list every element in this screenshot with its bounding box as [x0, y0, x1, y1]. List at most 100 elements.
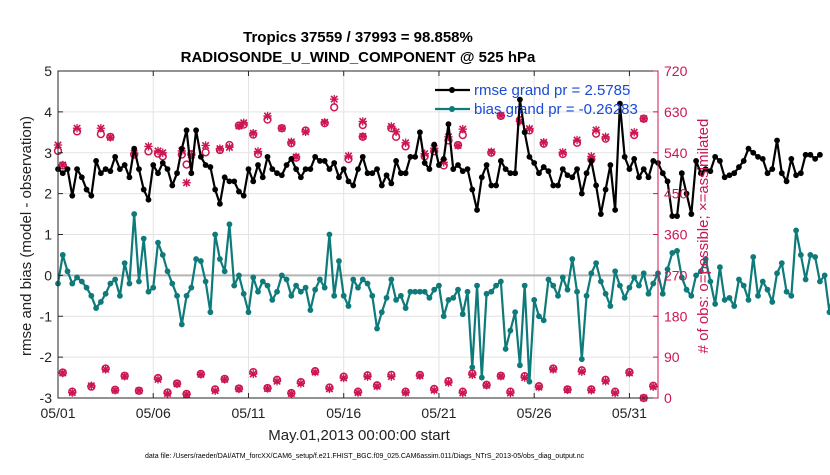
bias-point — [540, 317, 547, 324]
x-axis-label: May.01,2013 00:00:00 start — [268, 427, 450, 444]
bias-point — [269, 297, 276, 303]
obs-assimilated-marker — [468, 370, 477, 380]
bias-point — [355, 284, 361, 291]
rmse-point — [264, 153, 271, 160]
rmse-point — [550, 182, 557, 189]
bias-point — [664, 266, 671, 273]
bias-point — [674, 247, 680, 254]
rmse-point — [159, 160, 166, 166]
obs-assimilated-marker — [249, 369, 258, 379]
bias-point — [688, 292, 695, 299]
rmse-point — [640, 166, 647, 173]
rmse-point — [345, 178, 352, 185]
rmse-point — [797, 170, 804, 177]
rmse-point — [759, 155, 766, 162]
rmse-point — [636, 174, 642, 181]
rmse-point — [350, 182, 357, 189]
obs-assimilated-marker — [320, 118, 329, 127]
rmse-point — [617, 100, 623, 107]
rmse-point — [269, 166, 276, 173]
obs-assimilated-marker — [563, 385, 572, 395]
bias-point — [626, 284, 633, 291]
rmse-point — [202, 162, 209, 168]
bias-point — [117, 292, 123, 299]
bias-point — [293, 282, 299, 289]
bias-point — [745, 297, 752, 303]
obs-assimilated-marker — [172, 379, 182, 389]
obs-assimilated-marker — [110, 386, 120, 395]
obs-assimilated-marker — [196, 370, 206, 379]
bias-point — [131, 211, 138, 217]
rmse-point — [578, 190, 585, 197]
rmse-point — [607, 162, 614, 168]
rmse-point — [764, 170, 771, 177]
rmse-point — [136, 166, 142, 173]
x-tick-label: 05/01 — [40, 405, 75, 421]
x-tick-label: 05/06 — [136, 405, 171, 421]
rmse-point — [488, 182, 495, 189]
bias-point — [421, 288, 428, 295]
bias-point — [88, 292, 95, 299]
obs-assimilated-marker — [587, 152, 596, 161]
y-tick-label-left: -2 — [40, 349, 53, 365]
rmse-point — [278, 172, 285, 179]
rmse-point — [483, 162, 490, 168]
rmse-point — [74, 166, 80, 173]
bias-point — [531, 297, 538, 303]
rmse-point — [602, 186, 609, 193]
obs-assimilated-marker — [253, 147, 263, 156]
obs-assimilated-marker — [325, 384, 334, 394]
rmse-point — [664, 178, 671, 185]
bias-point — [750, 254, 757, 260]
rmse-point — [64, 166, 71, 173]
obs-assimilated-marker — [234, 121, 244, 131]
rmse-point — [745, 145, 752, 152]
rmse-point — [717, 158, 723, 164]
rmse-point — [774, 137, 780, 144]
y-tick-label-left: 5 — [44, 63, 52, 79]
bias-point — [797, 252, 804, 258]
bias-point — [217, 256, 223, 262]
y-tick-label-left: 4 — [44, 104, 52, 120]
bias-point — [559, 274, 566, 281]
bias-point — [474, 282, 480, 289]
rmse-point — [464, 166, 471, 173]
rmse-point — [307, 166, 314, 173]
plot-area — [53, 94, 830, 403]
bias-point — [583, 292, 590, 299]
obs-assimilated-marker — [201, 141, 210, 150]
rmse-point — [721, 174, 728, 181]
obs-assimilated-marker — [610, 388, 620, 398]
bias-point — [302, 284, 309, 291]
obs-assimilated-marker — [482, 381, 491, 390]
bias-point — [274, 288, 280, 295]
bias-point — [74, 274, 80, 281]
rmse-point — [569, 174, 576, 181]
bias-point — [678, 274, 685, 281]
rmse-point — [693, 158, 699, 164]
bias-point — [469, 364, 476, 371]
rmse-point — [321, 158, 328, 164]
bias-point — [155, 239, 161, 246]
rmse-point — [793, 172, 799, 179]
bias-point — [150, 284, 157, 291]
y-tick-label-left: 0 — [44, 267, 52, 283]
obs-assimilated-marker — [401, 138, 410, 147]
bias-point — [783, 288, 790, 295]
obs-assimilated-marker — [591, 125, 601, 135]
rmse-point — [736, 164, 742, 170]
rmse-point — [555, 182, 561, 189]
obs-assimilated-marker — [210, 386, 220, 395]
rmse-point — [221, 174, 228, 181]
bias-point — [397, 292, 404, 299]
bias-point — [378, 309, 385, 316]
obs-assimilated-marker — [387, 372, 396, 381]
obs-assimilated-marker — [496, 111, 506, 120]
bias-point — [450, 294, 457, 301]
rmse-point — [802, 151, 809, 158]
bias-point — [317, 276, 323, 283]
rmse-point — [426, 166, 433, 173]
bias-point — [336, 258, 342, 264]
rmse-point — [750, 149, 757, 156]
bias-point — [174, 292, 180, 299]
